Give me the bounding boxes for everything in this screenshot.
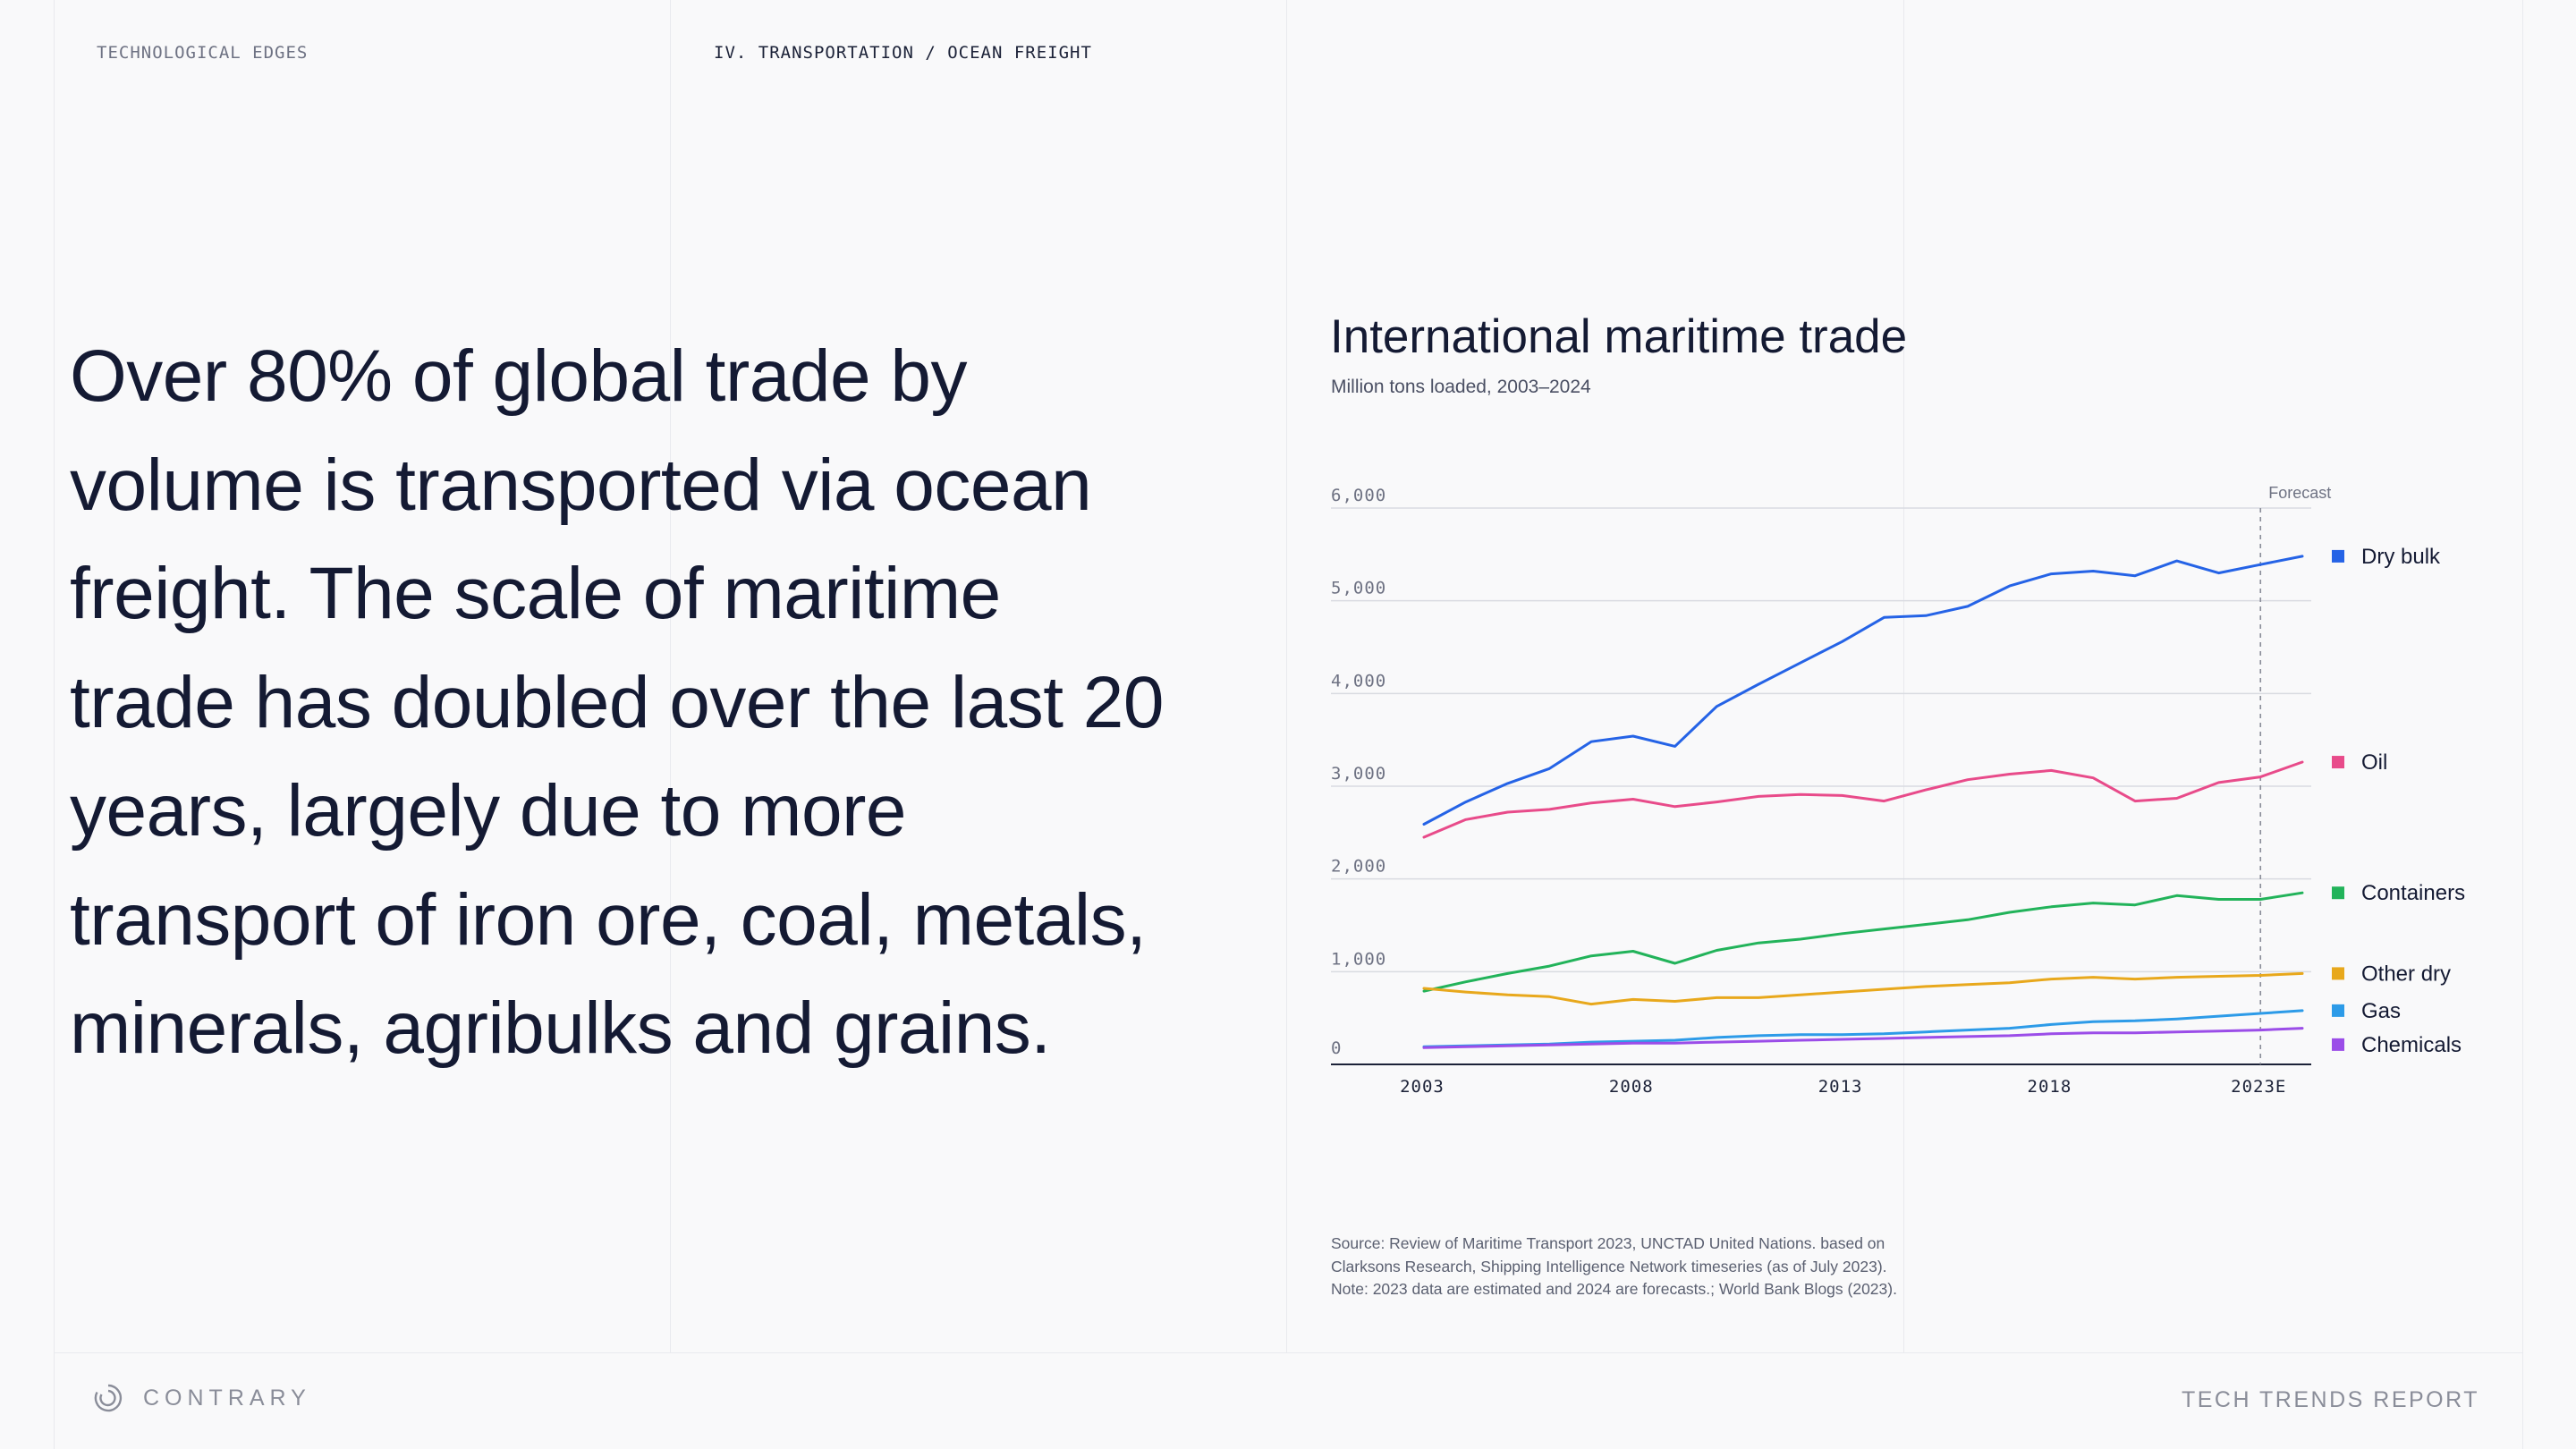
column-divider — [1903, 0, 1904, 1352]
forecast-label: Forecast — [2268, 484, 2331, 502]
legend-label: Dry bulk — [2361, 545, 2441, 569]
report-label: TECH TRENDS REPORT — [2181, 1387, 2479, 1412]
legend-label: Oil — [2361, 750, 2387, 775]
y-tick-label: 0 — [1331, 1038, 1342, 1058]
source-note: Source: Review of Maritime Transport 202… — [1331, 1234, 1897, 1299]
y-tick-label: 4,000 — [1331, 671, 1386, 691]
legend-swatch — [2332, 549, 2344, 563]
x-tick-label: 2003 — [1400, 1077, 1445, 1097]
series-line — [1422, 1009, 2304, 1048]
x-tick-label: 2018 — [2028, 1077, 2072, 1097]
legend-swatch — [2332, 886, 2344, 900]
legend-label: Gas — [2361, 999, 2401, 1023]
brand-name: CONTRARY — [143, 1385, 311, 1411]
x-tick-label: 2013 — [1818, 1077, 1863, 1097]
section-label: TECHNOLOGICAL EDGES — [97, 43, 309, 63]
y-tick-label: 2,000 — [1331, 857, 1386, 877]
legend-label: Containers — [2361, 881, 2465, 905]
chart-title: International maritime trade — [1330, 310, 1908, 363]
y-tick-label: 5,000 — [1331, 579, 1386, 598]
column-divider — [670, 0, 671, 1352]
y-tick-label: 1,000 — [1331, 949, 1386, 969]
column-divider — [2522, 0, 2523, 1449]
legend-swatch — [2332, 756, 2344, 769]
series-line — [1422, 971, 2304, 1006]
legend-swatch — [2332, 967, 2344, 980]
footer-divider — [54, 1352, 2522, 1353]
legend-label: Other dry — [2361, 962, 2451, 986]
contrary-logo-icon — [94, 1384, 123, 1412]
column-divider — [1286, 0, 1287, 1352]
page-headline: Over 80% of global trade by volume is tr… — [70, 335, 1164, 1069]
y-tick-label: 3,000 — [1331, 764, 1386, 784]
legend-label: Chemicals — [2361, 1033, 2462, 1057]
series-line — [1422, 891, 2304, 993]
series-line — [1422, 555, 2304, 826]
x-tick-label: 2008 — [1609, 1077, 1654, 1097]
chart-subtitle: Million tons loaded, 2003–2024 — [1331, 377, 1591, 397]
legend-swatch — [2332, 1038, 2344, 1051]
column-divider — [54, 0, 55, 1449]
breadcrumb: IV. TRANSPORTATION / OCEAN FREIGHT — [714, 43, 1092, 63]
series-line — [1422, 1027, 2304, 1049]
brand-logo: CONTRARY — [93, 1383, 311, 1413]
y-tick-label: 6,000 — [1331, 486, 1386, 505]
x-tick-label: 2023E — [2231, 1077, 2286, 1097]
legend-swatch — [2332, 1004, 2344, 1017]
series-line — [1422, 760, 2304, 839]
